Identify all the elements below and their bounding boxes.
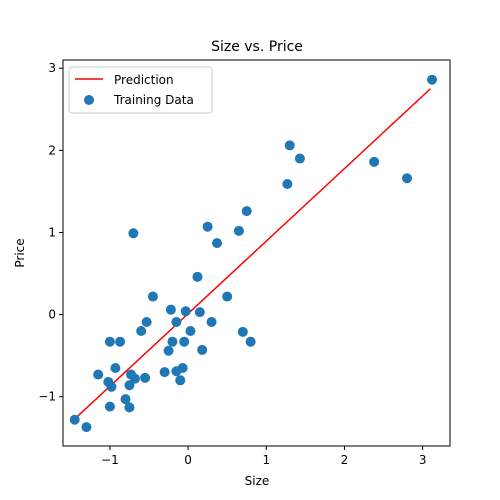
prediction-line <box>74 88 431 420</box>
chart-legend: Prediction Training Data <box>68 66 213 114</box>
plot-marks <box>69 74 438 433</box>
y-tick-label: 1 <box>48 225 56 239</box>
training-data-point <box>294 153 305 164</box>
x-tick-label: 3 <box>419 453 427 467</box>
training-data-point <box>222 291 233 302</box>
x-axis-label: Size <box>245 474 270 488</box>
axes-frame <box>62 59 451 447</box>
training-data-point <box>104 401 115 412</box>
training-data-point <box>212 238 223 249</box>
y-tick-label: 2 <box>48 143 56 157</box>
training-data-point <box>175 375 186 386</box>
legend-swatch-training-data <box>84 95 94 105</box>
training-data-point <box>159 367 170 378</box>
training-data-point <box>171 316 182 327</box>
training-data-point <box>194 307 205 318</box>
x-tick-label: 1 <box>262 453 270 467</box>
legend-label-training-data: Training Data <box>113 93 194 107</box>
training-data-point <box>192 271 203 282</box>
training-data-point <box>129 373 140 384</box>
y-tick-label: 3 <box>48 61 56 75</box>
training-data-point <box>427 74 438 85</box>
training-data-point <box>128 228 139 239</box>
x-tick-label: 0 <box>184 453 192 467</box>
axis-ticks: −1 0 1 2 3 −1 0 1 2 3 <box>38 61 426 467</box>
training-data-point <box>110 362 121 373</box>
training-data-point <box>202 221 213 232</box>
training-data-point <box>180 306 191 317</box>
training-data-point <box>106 381 117 392</box>
training-data-point <box>81 422 92 433</box>
training-data-point <box>402 173 412 184</box>
training-data-point <box>141 316 152 327</box>
x-tick-label: 2 <box>341 453 349 467</box>
training-data-point <box>369 156 380 167</box>
training-data-point <box>165 304 176 315</box>
chart-title: Size vs. Price <box>211 39 303 55</box>
training-data-point <box>147 291 158 302</box>
training-data-point <box>124 380 135 391</box>
training-data-point <box>120 394 131 405</box>
training-data-point <box>115 336 126 347</box>
training-data-point <box>206 316 217 327</box>
y-axis-label: Price <box>13 238 27 267</box>
training-data-point <box>140 372 151 383</box>
training-data-point <box>245 336 256 347</box>
training-data-point <box>124 402 135 413</box>
training-data-point <box>237 326 248 337</box>
legend-box <box>68 66 213 114</box>
training-data-point <box>69 414 80 425</box>
training-data-point <box>233 225 244 236</box>
y-tick-label: −1 <box>38 390 56 404</box>
x-tick-label: −1 <box>101 453 119 467</box>
training-data-point <box>163 345 174 356</box>
training-data-point <box>136 326 147 337</box>
training-data-point <box>241 206 252 217</box>
legend-label-prediction: Prediction <box>114 73 174 87</box>
training-data-point <box>284 140 295 151</box>
training-data-point <box>167 336 178 347</box>
training-data-point <box>282 179 293 190</box>
training-data-point <box>177 362 188 373</box>
training-data-point <box>93 369 104 380</box>
training-data-point <box>104 336 115 347</box>
training-data-point <box>197 344 208 355</box>
training-data-point <box>185 326 196 337</box>
training-data-point <box>179 336 190 347</box>
y-tick-label: 0 <box>48 308 56 322</box>
